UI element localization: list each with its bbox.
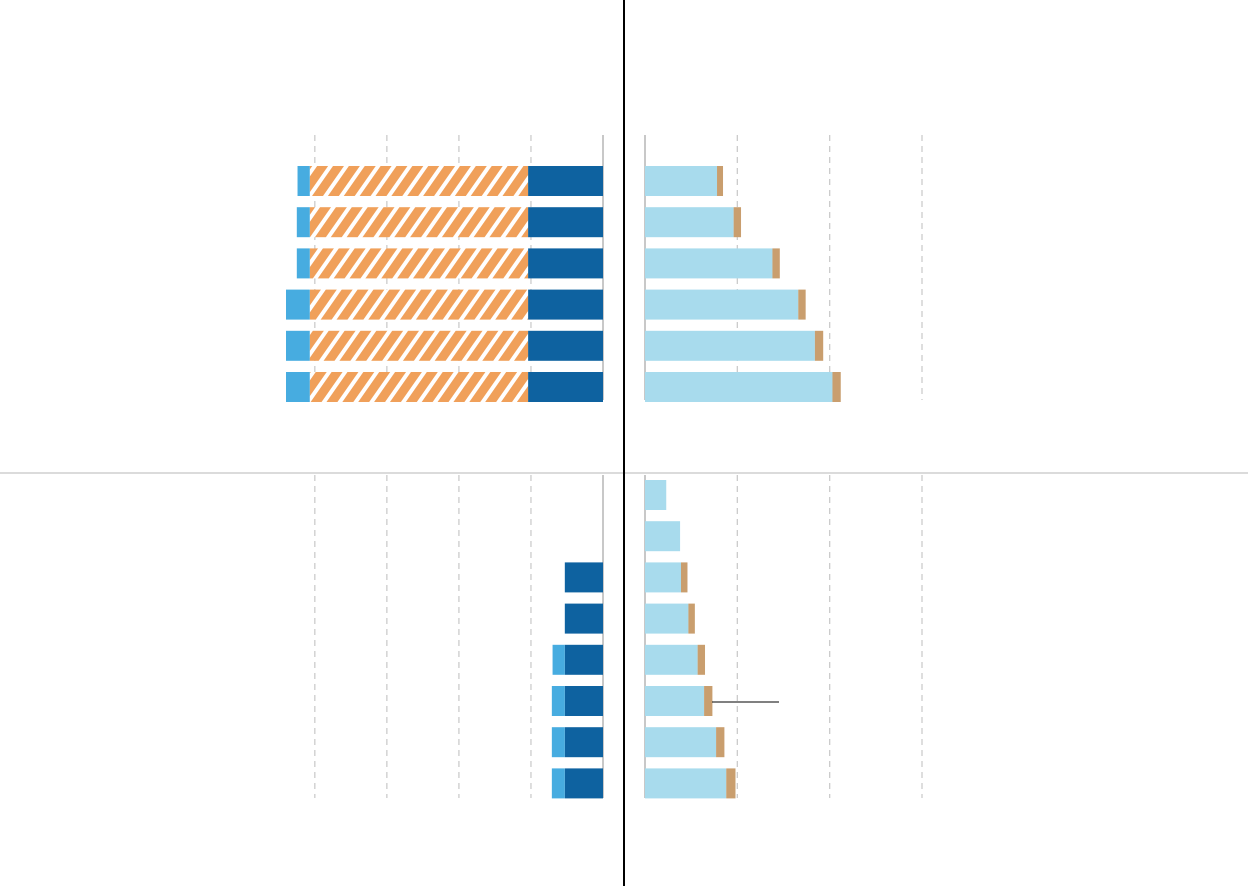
bar-segment [645, 372, 833, 402]
bar-segment [688, 603, 695, 634]
bar-segment [645, 480, 667, 510]
bar-segment [772, 248, 780, 279]
bar-segment [681, 562, 688, 593]
bar-segment [551, 768, 565, 799]
bar-segment [645, 289, 799, 320]
bar-segment [564, 644, 603, 675]
bar-segment [528, 330, 603, 361]
bar-segment [528, 166, 603, 196]
bar-segment [564, 603, 603, 634]
bar-segment [832, 372, 841, 402]
bar-segment [726, 768, 736, 799]
bar-segment [309, 330, 529, 361]
bar-segment [645, 207, 734, 238]
bar-segment [286, 330, 310, 361]
bar-segment [528, 289, 603, 320]
bar-segment [645, 562, 682, 593]
bar-layer [286, 166, 841, 799]
bar-segment [528, 248, 603, 279]
bar-segment [296, 207, 310, 238]
bar-segment [297, 166, 310, 196]
bar-segment [564, 686, 603, 716]
bar-segment [645, 248, 773, 279]
bar-segment [296, 248, 310, 279]
bar-segment [309, 248, 529, 279]
bar-segment [309, 289, 529, 320]
bar-segment [564, 562, 603, 593]
bar-segment [814, 330, 824, 361]
bar-segment [286, 289, 310, 320]
bar-segment [645, 644, 698, 675]
bar-segment [564, 768, 603, 799]
bar-segment [551, 686, 565, 716]
bar-segment [717, 166, 724, 196]
bar-segment [645, 521, 681, 552]
bar-segment [528, 207, 603, 238]
bar-segment [697, 644, 706, 675]
bar-segment [716, 727, 725, 758]
bar-segment [645, 603, 689, 634]
bar-segment [528, 372, 603, 402]
bar-segment [551, 727, 565, 758]
bar-segment [309, 207, 529, 238]
bar-segment [645, 330, 815, 361]
bar-segment [645, 166, 718, 196]
bar-segment [645, 686, 705, 716]
bar-segment [552, 644, 565, 675]
bar-segment [309, 166, 529, 196]
bar-segment [564, 727, 603, 758]
bar-segment [798, 289, 806, 320]
bar-segment [645, 768, 727, 799]
bar-segment [704, 686, 713, 716]
bar-segment [645, 727, 717, 758]
bar-segment [733, 207, 742, 238]
bar-segment [309, 372, 529, 402]
bar-segment [286, 372, 310, 402]
